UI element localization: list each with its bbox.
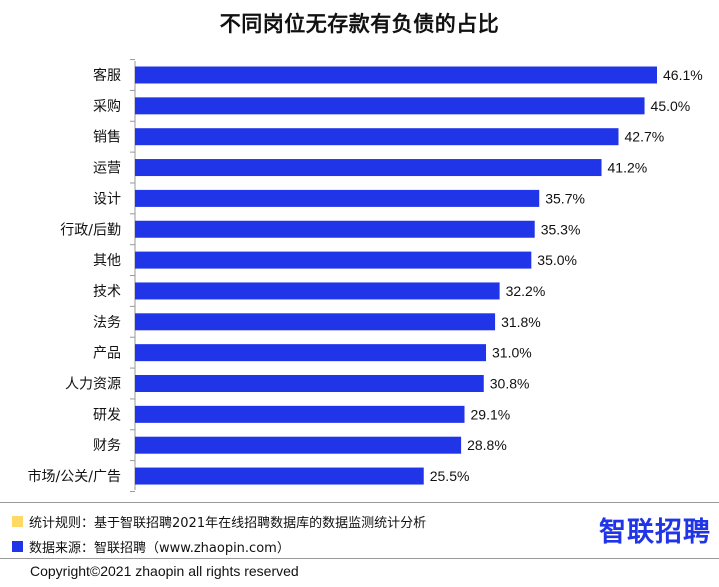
legend-source-text: 数据来源：智联招聘（www.zhaopin.com） bbox=[29, 541, 290, 556]
bar bbox=[135, 436, 462, 454]
value-label: 35.0% bbox=[537, 252, 577, 268]
value-label: 29.1% bbox=[471, 406, 511, 422]
bar bbox=[135, 251, 532, 269]
category-label: 法务 bbox=[93, 315, 121, 331]
category-label: 设计 bbox=[93, 191, 121, 207]
bar bbox=[135, 282, 500, 300]
value-label: 30.8% bbox=[490, 376, 530, 392]
bar bbox=[135, 128, 619, 146]
legend-source-row: 数据来源：智联招聘（www.zhaopin.com） bbox=[12, 537, 290, 556]
value-label: 35.7% bbox=[545, 190, 585, 206]
divider-bottom bbox=[0, 558, 719, 559]
value-label: 45.0% bbox=[651, 98, 691, 114]
value-label: 46.1% bbox=[663, 67, 703, 83]
category-label: 财务 bbox=[93, 438, 121, 454]
category-label: 其他 bbox=[93, 253, 121, 269]
category-label: 产品 bbox=[93, 346, 121, 362]
value-label: 31.8% bbox=[501, 314, 541, 330]
category-label: 行政/后勤 bbox=[60, 222, 121, 238]
value-label: 41.2% bbox=[608, 160, 648, 176]
value-label: 42.7% bbox=[625, 129, 665, 145]
value-label: 35.3% bbox=[541, 221, 581, 237]
legend-rule-swatch bbox=[12, 516, 23, 527]
bar bbox=[135, 220, 535, 238]
category-label: 研发 bbox=[93, 407, 121, 423]
legend-rule-text: 统计规则：基于智联招聘2021年在线招聘数据库的数据监测统计分析 bbox=[29, 516, 427, 531]
category-label: 市场/公关/广告 bbox=[28, 468, 121, 485]
legend-rule-row: 统计规则：基于智联招聘2021年在线招聘数据库的数据监测统计分析 bbox=[12, 512, 426, 531]
bar bbox=[135, 66, 657, 84]
bar bbox=[135, 375, 484, 392]
divider-top bbox=[0, 502, 719, 503]
bar-chart: 客服 46.1% 采购 45.0% 销售 42.7% 运营 41.2% 设计 35.7% 行政/后勤… bbox=[28, 59, 703, 492]
value-label: 31.0% bbox=[492, 345, 532, 361]
bar bbox=[135, 313, 496, 331]
legend-source-swatch bbox=[12, 541, 23, 552]
category-label: 人力资源 bbox=[65, 377, 121, 393]
bar bbox=[135, 97, 645, 115]
bar bbox=[135, 344, 487, 362]
value-label: 32.2% bbox=[506, 283, 546, 299]
value-label: 28.8% bbox=[467, 437, 507, 453]
value-label: 25.5% bbox=[430, 468, 470, 484]
bar bbox=[135, 405, 465, 423]
bar bbox=[135, 467, 424, 485]
chart-title: 不同岗位无存款有负债的占比 bbox=[219, 12, 500, 36]
category-label: 销售 bbox=[93, 130, 121, 146]
zhaopin-logo: 智联招聘 bbox=[599, 517, 711, 548]
bar bbox=[135, 189, 540, 207]
category-label: 运营 bbox=[93, 161, 121, 177]
category-label: 采购 bbox=[93, 99, 121, 115]
bar bbox=[135, 159, 602, 177]
category-label: 客服 bbox=[93, 67, 121, 84]
category-label: 技术 bbox=[93, 284, 121, 300]
copyright-text: Copyright©2021 zhaopin all rights reserv… bbox=[30, 563, 299, 579]
